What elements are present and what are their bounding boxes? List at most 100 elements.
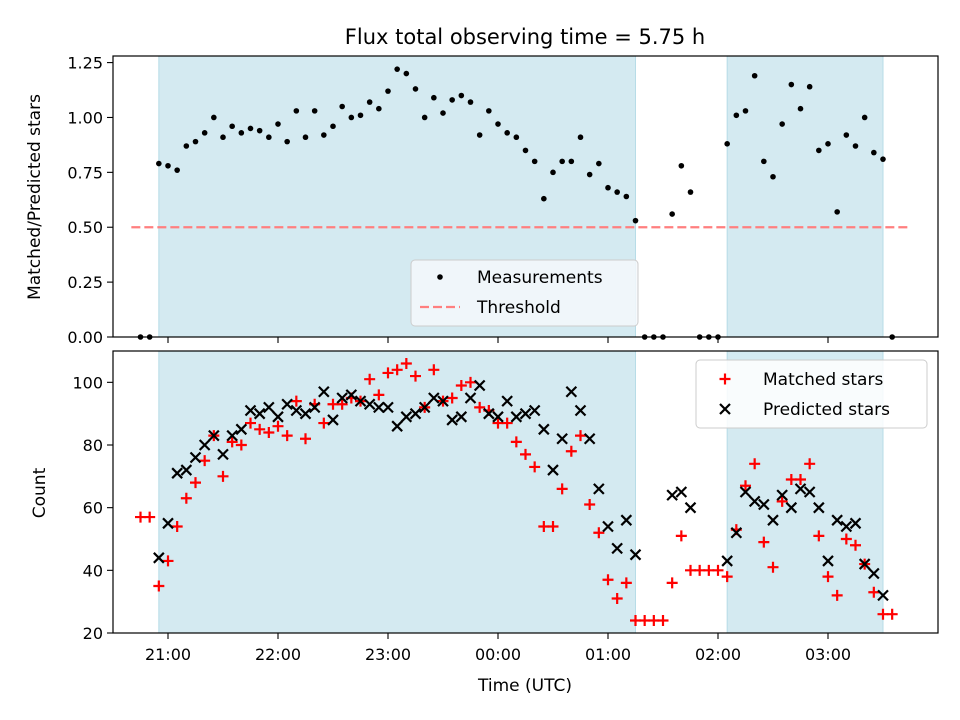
data-point [455,411,468,423]
data-point [354,395,367,407]
data-point [373,401,385,414]
data-point [263,401,275,414]
data-point [806,83,813,90]
data-point [190,477,201,489]
data-point [840,533,852,545]
data-point [528,404,541,417]
legend-label: Matched stars [763,370,883,390]
data-point [724,141,730,147]
data-point [776,489,788,501]
data-point [522,147,529,154]
data-point [785,473,797,485]
y-tick-label: 0.00 [67,328,103,347]
data-point [758,498,770,511]
data-point [336,398,348,410]
data-point [437,395,449,407]
data-point [739,486,752,498]
data-point [620,514,633,526]
data-point [449,97,455,103]
data-point [171,467,183,479]
data-point [290,395,302,407]
data-point [318,417,330,429]
data-point [831,589,843,601]
series-measurements [137,66,895,340]
data-point [272,420,284,432]
data-point [629,548,642,561]
data-point [226,436,238,448]
data-point [565,385,578,398]
data-point [162,517,174,530]
data-point [300,433,311,445]
data-point [446,414,458,426]
data-point [785,501,798,514]
data-point [244,404,257,417]
y-tick-label: 40 [83,561,103,580]
data-point [431,94,437,101]
y-tick-label: 80 [83,436,103,455]
data-point [770,173,776,180]
shaded-interval [158,350,636,634]
data-point [153,580,165,592]
data-point [822,571,834,583]
data-point [538,423,550,436]
data-point [474,401,486,413]
data-point [483,407,495,420]
data-point [492,411,504,423]
data-point [721,555,733,567]
data-point [281,398,293,411]
y-tick-label: 0.50 [67,218,103,237]
data-point [513,134,520,141]
data-point [428,392,440,404]
y-tick-label: 0.25 [67,273,103,292]
data-point [235,439,247,451]
data-point [730,526,743,539]
data-point [281,430,293,442]
data-point [669,211,675,217]
data-point [880,156,886,162]
data-point [602,520,614,533]
data-point [605,184,611,191]
series-predicted-stars [153,379,889,602]
data-point [568,158,575,165]
data-point [831,514,843,526]
data-point [550,169,556,176]
data-point [330,123,336,130]
data-point [391,420,403,432]
x-axis-label: Time (UTC) [477,676,572,696]
data-point [614,189,620,195]
x-tick-label: 01:00 [585,645,631,664]
data-point [247,125,254,132]
legend-label: Threshold [476,298,561,318]
data-point [321,132,327,138]
data-point [400,411,413,423]
data-point [428,364,440,376]
legend-box [695,359,928,429]
data-point [611,593,623,605]
data-point [593,527,605,539]
data-point [871,149,877,156]
data-point [849,517,862,530]
data-point [577,134,584,141]
data-point [403,70,410,77]
top-panel: 0.00 0.25 0.50 0.75 1.00 1.25 Measurements Thre… [67,54,939,347]
data-point [254,423,266,435]
data-point [464,392,477,404]
data-point [748,495,761,508]
data-point [834,209,840,215]
data-point [446,392,458,404]
data-point [767,514,779,526]
data-point [510,436,522,448]
data-point [559,158,565,165]
top-y-axis-label: Matched/Predicted stars [25,94,45,300]
data-point [486,108,492,114]
data-point [144,511,156,523]
data-point [385,88,391,94]
data-point [822,555,834,567]
data-point [803,486,816,498]
data-point [623,193,630,200]
data-point [816,147,822,154]
data-point [788,81,795,88]
data-point [840,520,853,533]
data-point [868,586,880,598]
data-point [574,404,587,417]
